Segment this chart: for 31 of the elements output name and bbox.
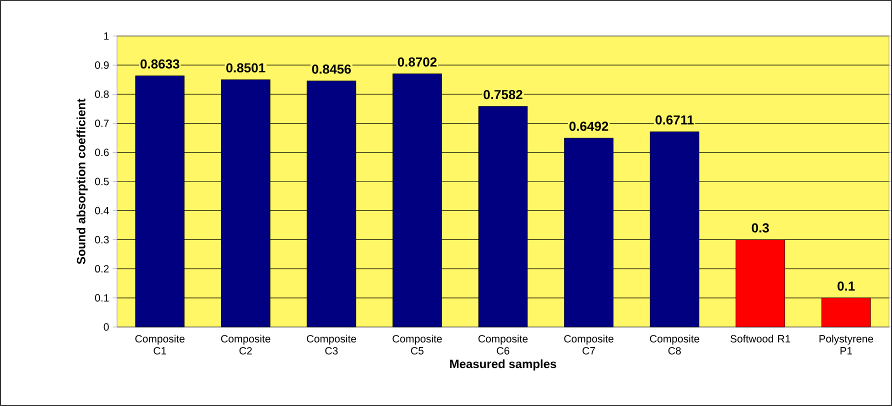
data-label: 0.8456 bbox=[312, 64, 351, 74]
x-tick-label: Composite C1 bbox=[135, 334, 185, 354]
data-label: 0.8501 bbox=[226, 63, 266, 72]
x-tick-label: Softwood R1 bbox=[730, 334, 790, 342]
x-tick-label: Composite C8 bbox=[650, 334, 700, 354]
data-label: 0.8633 bbox=[140, 59, 180, 69]
data-label: 0.6711 bbox=[656, 115, 694, 125]
y-tick-label: 0.7 bbox=[95, 120, 109, 128]
x-tick-label: Composite C3 bbox=[306, 334, 356, 354]
x-tick-label: Composite C5 bbox=[392, 334, 442, 354]
x-tick-label: Polystyrene P1 bbox=[820, 334, 874, 354]
data-label: 0.8702 bbox=[398, 57, 437, 67]
x-tick-label: Composite C6 bbox=[478, 334, 528, 354]
y-tick-label: 0.9 bbox=[95, 61, 109, 69]
y-tick-label: 0.5 bbox=[95, 178, 109, 186]
y-tick-label: 0.6 bbox=[95, 148, 109, 156]
data-label: 0.6492 bbox=[569, 122, 608, 131]
data-label: 0.1 bbox=[838, 281, 855, 291]
y-tick-label: 1 bbox=[104, 32, 109, 40]
data-label: 0.3 bbox=[752, 223, 769, 232]
x-tick-label: Composite C7 bbox=[564, 334, 614, 354]
y-tick-label: 0.1 bbox=[95, 294, 109, 302]
y-tick-label: 0.8 bbox=[95, 90, 109, 98]
data-label: 0.7582 bbox=[484, 90, 522, 100]
y-axis-title: Sound absorption coefficient bbox=[76, 98, 88, 264]
x-axis-title: Measured samples bbox=[450, 359, 556, 371]
y-tick-label: 0.2 bbox=[95, 265, 109, 273]
y-tick-label: 0 bbox=[104, 323, 109, 331]
y-tick-label: 0.4 bbox=[95, 206, 109, 214]
x-tick-label: Composite C2 bbox=[221, 334, 270, 354]
y-tick-label: 0.3 bbox=[95, 236, 109, 244]
